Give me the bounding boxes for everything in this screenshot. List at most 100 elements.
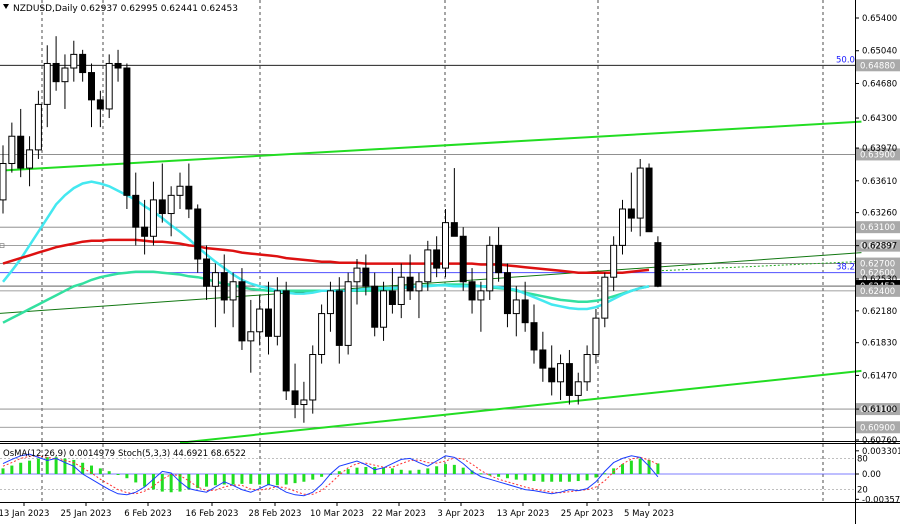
osma-tick-label: 0.00: [862, 470, 881, 480]
osma-bar: [10, 465, 14, 474]
osma-bar: [541, 474, 545, 482]
osma-bar: [249, 474, 253, 484]
osma-bar: [470, 470, 474, 474]
time-axis: 13 Jan 2023 25 Jan 2023 6 Feb 2023 16 Feb 2…: [0, 502, 674, 519]
candle-body: [52, 62, 60, 83]
osma-bar: [311, 474, 315, 480]
osma-bar: [28, 460, 32, 474]
osma-bar: [417, 469, 421, 474]
candle-body: [619, 208, 626, 246]
osma-bar: [505, 474, 509, 479]
stoch-label: Stoch(5,3,3) 44.6921 68.6522: [118, 449, 246, 459]
price-tick-label: 0.60760: [862, 436, 897, 446]
candle-body: [211, 272, 219, 287]
osma-bar: [346, 469, 350, 474]
price-tick-label: 0.63610: [862, 177, 897, 187]
price-tick-label: 0.62180: [862, 307, 897, 317]
osma-bar: [576, 474, 580, 482]
candle-body: [592, 317, 600, 356]
osma-bar: [426, 468, 430, 474]
candle-body: [43, 62, 51, 105]
osma-bar: [222, 474, 226, 485]
osma-bar: [169, 474, 173, 493]
candle-body: [26, 149, 34, 169]
time-tick-label: 28 Feb 2023: [249, 509, 302, 519]
osma-bar: [134, 474, 138, 483]
candle-body: [406, 276, 414, 292]
osma-bar: [284, 474, 288, 485]
osma-bar: [621, 464, 624, 474]
osma-bar: [373, 466, 377, 474]
osma-bar: [532, 474, 536, 482]
osma-bar: [19, 462, 23, 474]
candle-body: [654, 242, 662, 287]
osma-bar: [72, 459, 76, 474]
osma-bar: [116, 474, 120, 475]
osma-bar: [54, 457, 58, 474]
candle-body: [203, 258, 211, 287]
candle-body: [265, 308, 272, 337]
ma-mid-line: [2, 180, 650, 311]
candle-body: [344, 281, 352, 346]
price-tick-label: 0.61470: [862, 371, 897, 381]
candle-body: [415, 281, 423, 292]
osma-bar: [452, 464, 456, 474]
osma-bar: [514, 474, 518, 480]
symbol-menu-icon[interactable]: [3, 4, 9, 9]
candle-body: [557, 363, 565, 383]
osma-bar: [205, 474, 209, 487]
osma-bar: [293, 474, 297, 484]
candle-body: [521, 299, 529, 324]
level-badge: [856, 257, 900, 270]
osma-tick-label: -0.0035726: [862, 495, 900, 505]
chart-title: NZDUSD,Daily 0.62937 0.62995 0.62441 0.6…: [13, 4, 238, 14]
osma-tick-label: 0.0033012: [862, 447, 900, 457]
level-label: 0.62400: [860, 287, 895, 297]
time-tick-label: 25 Apr 2023: [561, 509, 614, 519]
osma-bar: [523, 474, 527, 481]
channel-upper-line: [0, 120, 862, 172]
candle-body: [477, 290, 485, 301]
osma-bar: [178, 474, 182, 492]
candle-body: [601, 276, 609, 319]
candle-body: [229, 281, 237, 301]
trend-lines: [0, 120, 862, 444]
osma-bar: [196, 474, 200, 489]
osma-bar: [435, 466, 439, 474]
candle-body: [300, 399, 308, 406]
level-label: 0.63900: [860, 150, 895, 160]
candle-body: [503, 272, 511, 315]
fib-level-note: 38.2: [836, 263, 855, 273]
osma-bar: [355, 467, 359, 474]
osma-bar: [125, 474, 129, 479]
candle-body: [96, 99, 104, 110]
price-tick-label: 0.61100: [862, 405, 897, 415]
osma-bar: [656, 463, 660, 474]
osma-bar: [585, 474, 589, 481]
horizontal-levels: 0.6488050.00.639000.631000.628970.627000…: [0, 55, 900, 434]
candle-body: [309, 354, 317, 401]
candle-body: [362, 267, 370, 287]
candle-body: [79, 53, 87, 74]
candle-body: [176, 185, 184, 196]
candle-body: [220, 272, 228, 301]
osma-bar: [364, 466, 368, 474]
candle-body: [539, 349, 547, 369]
osma-bar: [1, 468, 5, 474]
ma-slow-line: [2, 238, 650, 274]
osma-bar: [337, 471, 341, 474]
time-tick-label: 3 Apr 2023: [437, 509, 484, 519]
price-axis: 0.65400 0.65040 0.64680 0.64300 0.63970 0.636…: [855, 14, 897, 446]
price-tick-label: 0.64300: [862, 114, 897, 124]
osma-bar: [231, 474, 235, 485]
candle-body: [424, 249, 432, 283]
osma-bar: [320, 474, 324, 477]
level-label: 0.62600: [860, 269, 895, 279]
osma-bar: [98, 468, 102, 474]
level-badge: [856, 403, 900, 416]
osma-bar: [302, 474, 306, 482]
candle-body: [548, 367, 556, 383]
osma-bar: [408, 470, 412, 474]
candle-body: [610, 244, 618, 278]
time-tick-label: 16 Feb 2023: [186, 509, 239, 519]
